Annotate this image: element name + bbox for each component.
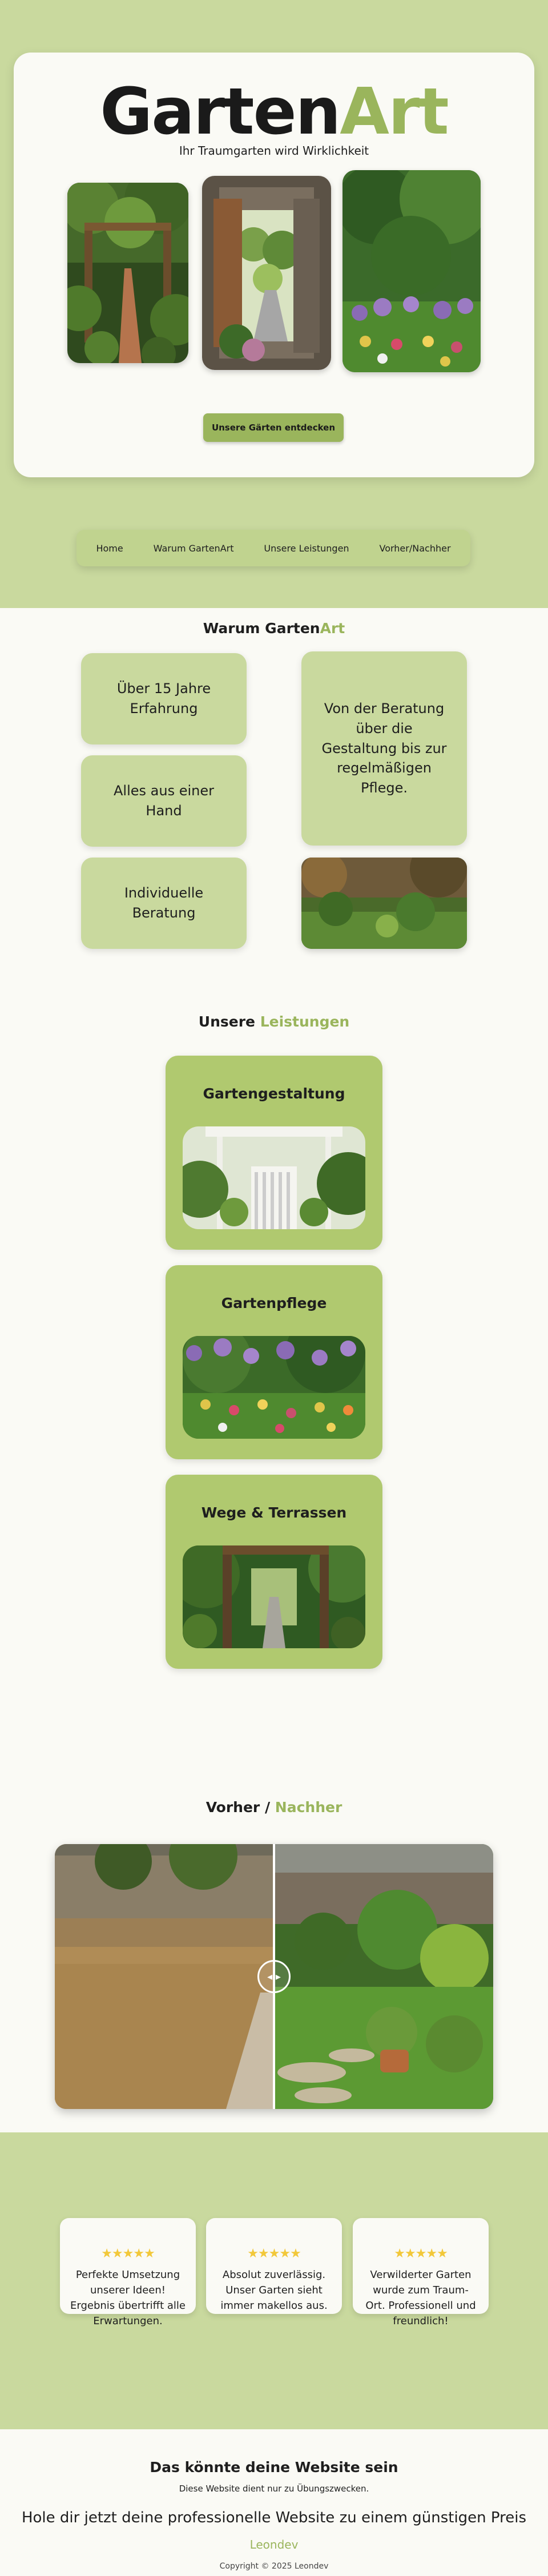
footer-offer: Hole dir jetzt deine professionelle Webs… <box>21 2509 527 2526</box>
footer-headline: Das könnte deine Website sein <box>150 2459 398 2476</box>
why-title-part-1: Warum Garten <box>203 620 320 637</box>
testimonial-text: Verwilderter Garten wurde zum Traum-Ort.… <box>365 2269 476 2327</box>
service-card-care[interactable]: Gartenpflege <box>166 1265 382 1459</box>
why-box-one-source-text: Alles aus einer Hand <box>114 783 214 819</box>
testimonial-card: ★★★★★ Verwilderter Garten wurde zum Trau… <box>353 2218 489 2327</box>
before-after-slider[interactable]: ◂ ▸ <box>55 1844 493 2109</box>
explore-gardens-button[interactable]: Unsere Gärten entdecken <box>203 413 344 442</box>
before-after-title-part-2: Nachher <box>275 1799 342 1816</box>
service-card-design[interactable]: Gartengestaltung <box>166 1056 382 1250</box>
testimonial-text: Absolut zuverlässig. Unser Garten sieht … <box>220 2269 328 2312</box>
footer-author-link[interactable]: Leondev <box>249 2538 299 2551</box>
hero-image-garden-path <box>67 183 188 363</box>
nav-item-home[interactable]: Home <box>96 542 123 554</box>
why-title-part-2: Art <box>320 620 345 637</box>
logo-part-1: Garten <box>100 75 341 149</box>
logo: GartenArt <box>14 80 534 144</box>
footer-disclaimer: Diese Website dient nur zu Übungszwecken… <box>179 2484 369 2494</box>
nav-item-services[interactable]: Unsere Leistungen <box>264 542 349 554</box>
why-box-full-service-text: Von der Beratung über die Gestaltung bis… <box>321 701 447 796</box>
footer: Das könnte deine Website sein Diese Webs… <box>0 2429 548 2576</box>
why-box-one-source: Alles aus einer Hand <box>81 755 247 847</box>
services-title-part-1: Unsere <box>198 1013 260 1030</box>
nav-item-before-after[interactable]: Vorher/Nachher <box>379 542 451 554</box>
testimonial-card: ★★★★★ Perfekte Umsetzung unserer Ideen! … <box>60 2218 196 2327</box>
before-after-title: Vorher / Nachher <box>0 1799 548 1816</box>
service-title-design: Gartengestaltung <box>203 1085 345 1102</box>
before-after-title-part-1: Vorher / <box>206 1799 275 1816</box>
service-card-paths-terraces[interactable]: Wege & Terrassen <box>166 1475 382 1669</box>
tagline: Ihr Traumgarten wird Wirklichkeit <box>179 144 369 158</box>
testimonial-text: Perfekte Umsetzung unserer Ideen! Ergebn… <box>70 2269 186 2327</box>
why-box-full-service: Von der Beratung über die Gestaltung bis… <box>301 651 467 846</box>
services-section-title: Unsere Leistungen <box>0 1013 548 1030</box>
testimonial-card: ★★★★★ Absolut zuverlässig. Unser Garten … <box>206 2218 342 2314</box>
why-box-experience-text: Über 15 Jahre Erfahrung <box>116 681 211 717</box>
hero-section: GartenArt Ihr Traumgarten wird Wirklichk… <box>0 0 548 608</box>
service-title-paths-terraces: Wege & Terrassen <box>201 1504 347 1521</box>
rating-stars-icon: ★★★★★ <box>247 2247 301 2261</box>
service-image-paths-terraces <box>183 1545 365 1648</box>
rating-stars-icon: ★★★★★ <box>394 2247 448 2261</box>
footer-copyright: Copyright © 2025 Leondev <box>219 2562 329 2571</box>
why-box-consulting: Individuelle Beratung <box>81 858 247 949</box>
services-title-part-2: Leistungen <box>260 1013 350 1030</box>
slider-handle-icon[interactable]: ◂ ▸ <box>257 1960 291 1993</box>
why-section-title: Warum GartenArt <box>0 620 548 637</box>
testimonials-section: ★★★★★ Perfekte Umsetzung unserer Ideen! … <box>0 2132 548 2429</box>
service-image-care <box>183 1336 365 1439</box>
logo-part-2: Art <box>340 75 449 149</box>
nav-item-why-gartenart[interactable]: Warum GartenArt <box>153 542 234 554</box>
rating-stars-icon: ★★★★★ <box>101 2247 155 2261</box>
why-box-experience: Über 15 Jahre Erfahrung <box>81 653 247 744</box>
hero-image-flower-bed <box>342 170 481 372</box>
hero-image-garden-door <box>202 176 331 370</box>
hero-card: GartenArt Ihr Traumgarten wird Wirklichk… <box>14 53 534 477</box>
why-image-garden <box>301 858 467 949</box>
content-section: Warum GartenArt Über 15 Jahre Erfahrung … <box>0 608 548 2132</box>
service-title-care: Gartenpflege <box>221 1295 327 1311</box>
why-box-consulting-text: Individuelle Beratung <box>124 885 204 921</box>
service-image-design <box>183 1126 365 1229</box>
main-nav: Home Warum GartenArt Unsere Leistungen V… <box>76 530 470 566</box>
